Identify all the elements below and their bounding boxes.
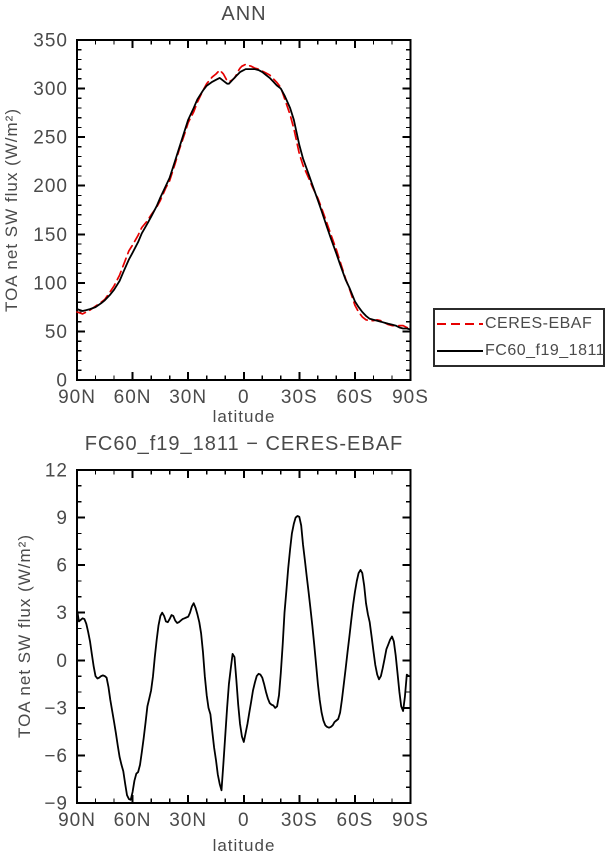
y-tick-label: 0 — [56, 371, 68, 392]
series-fc60-f19-1811 — [76, 68, 412, 331]
series-difference — [76, 515, 412, 801]
y-tick-label: 250 — [33, 128, 68, 149]
plot-frame — [76, 39, 412, 381]
x-tick-label: 0 — [238, 810, 250, 831]
chart-1: 90N 60N 30N 0 30S 60S 90S 12 9 6 3 0 −3 −6 −9 — [44, 461, 429, 832]
legend-line-dashed-red — [437, 323, 483, 325]
legend-item-fc60: FC60_f19_1811 — [435, 338, 606, 364]
y-tick-label: 350 — [33, 31, 68, 52]
x-tick-label: 30N — [169, 810, 207, 831]
x-tick-label: 30N — [169, 387, 207, 408]
axis-ticks — [76, 39, 412, 381]
legend-box: CERES-EBAF FC60_f19_1811 — [433, 308, 605, 367]
top-chart-title: ANN — [221, 3, 267, 25]
legend-item-ceres-ebaf: CERES-EBAF — [435, 311, 603, 337]
y-tick-label: 50 — [45, 322, 68, 343]
y-tick-label: 9 — [56, 508, 68, 529]
series-ceres-ebaf — [76, 63, 412, 330]
y-tick-label: 200 — [33, 176, 68, 197]
bottom-chart-title: FC60_f19_1811 − CERES-EBAF — [84, 433, 404, 455]
x-tick-label: 0 — [238, 387, 250, 408]
top-chart-x-axis-label: latitude — [212, 407, 276, 426]
x-tick-label: 90S — [392, 810, 429, 831]
y-tick-label: 100 — [33, 273, 68, 294]
bottom-chart-y-axis-label: TOA net SW flux (W/m²) — [15, 534, 34, 738]
x-tick-label: 30S — [281, 387, 318, 408]
x-tick-label: 90N — [58, 387, 96, 408]
legend-label-fc60: FC60_f19_1811 — [485, 342, 606, 359]
chart-0: 90N 60N 30N 0 30S 60S 90S 350 300 250 200 150 100 50 0 — [33, 31, 429, 409]
y-tick-label: 3 — [56, 603, 68, 624]
bottom-chart-x-axis-label: latitude — [212, 836, 276, 855]
legend-label-ceres-ebaf: CERES-EBAF — [485, 315, 593, 332]
x-tick-label: 90S — [392, 387, 429, 408]
x-tick-label: 60S — [337, 387, 374, 408]
y-tick-label: −3 — [44, 698, 68, 719]
plot-frame — [76, 469, 412, 804]
legend-line-solid-black — [437, 350, 483, 352]
x-tick-label: 60N — [114, 387, 152, 408]
y-tick-label: 6 — [56, 556, 68, 577]
tick-labels: 90N 60N 30N 0 30S 60S 90S 12 9 6 3 0 −3 −6 −9 — [44, 461, 429, 832]
y-tick-label: 150 — [33, 225, 68, 246]
y-tick-label: 0 — [56, 651, 68, 672]
tick-labels: 90N 60N 30N 0 30S 60S 90S 350 300 250 200 150 100 50 0 — [33, 31, 429, 409]
y-tick-label: −9 — [44, 794, 68, 815]
y-tick-label: −6 — [44, 746, 68, 767]
y-tick-label: 300 — [33, 79, 68, 100]
x-tick-label: 30S — [281, 810, 318, 831]
x-tick-label: 60N — [114, 810, 152, 831]
axis-ticks — [76, 469, 412, 804]
y-tick-label: 12 — [45, 461, 68, 482]
x-tick-label: 60S — [337, 810, 374, 831]
x-tick-label: 90N — [58, 810, 96, 831]
